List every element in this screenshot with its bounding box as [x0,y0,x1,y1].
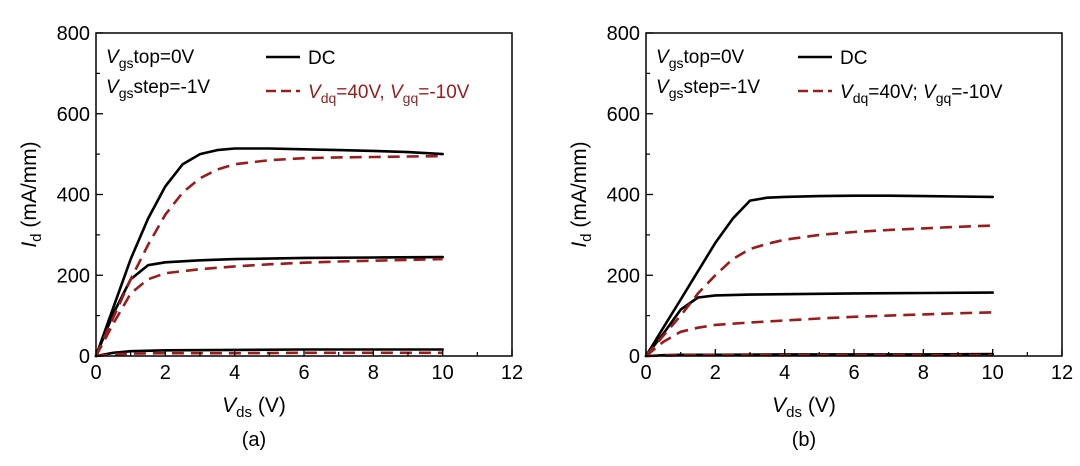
text-run: (mA/mm) [568,141,591,233]
subscript: gs [119,55,134,71]
x-tick-label: 4 [779,362,790,384]
text-run: =40V; [868,82,923,103]
x-tick-label: 6 [848,362,859,384]
x-tick-label: 10 [432,362,454,384]
y-tick-label: 800 [57,23,90,45]
x-tick-label: 2 [710,362,721,384]
subscript: gs [669,85,684,101]
legend-label-pulsed: Vdq=40V; Vgq=-10V [840,82,1003,106]
x-tick-label: 10 [982,362,1004,384]
subscript: dq [321,90,337,106]
text-run: step=-1V [133,77,210,98]
text-run: V [308,82,323,103]
series-line-dc-2 [94,348,444,358]
y-tick-label: 400 [607,185,640,207]
x-tick-label: 8 [918,362,929,384]
text-run: V [106,77,121,98]
text-run: DC [308,48,335,69]
y-tick-label: 200 [57,265,90,287]
annotation-text: Vgstop=0V [106,47,195,71]
subscript: gq [403,90,419,106]
series-line-pulsed-4 [94,257,443,357]
text-run: I [568,242,591,248]
x-tick-label: 6 [298,362,309,384]
x-axis-label: Vds (V) [772,394,836,421]
series-line-pulsed-4 [645,311,993,358]
text-run: V [772,394,788,417]
text-run: =-10V [951,82,1003,103]
y-axis-label: Id (mA/mm) [568,141,595,247]
text-run: top=0V [133,47,194,68]
legend-label-dc: DC [308,48,335,69]
x-tick-label: 4 [229,362,240,384]
text-run: step=-1V [683,77,760,98]
series-line-pulsed-3 [645,224,993,357]
annotation-text: Vgsstep=-1V [106,77,210,101]
x-tick-label: 2 [160,362,171,384]
y-tick-label: 0 [629,346,640,368]
annotation-text: Vgstop=0V [656,47,745,71]
x-tick-label: 12 [501,362,523,384]
legend-label-dc: DC [840,48,867,69]
text-run: =-10V [418,82,470,103]
panel-caption: (a) [242,429,266,451]
text-run: (V) [252,394,286,417]
text-run: =40V, [336,82,390,103]
subscript: d [28,233,45,241]
subscript: d [578,233,595,241]
series-line-dc-0 [94,147,444,358]
text-run: (mA/mm) [18,141,41,233]
y-tick-label: 400 [57,185,90,207]
subscript: gs [119,85,134,101]
chart-panel-b: 0 2 4 6 8 10 12 0 200 400 600 800 Vds (V) Id (mA/mm) V… [568,23,1073,451]
text-run: V [656,47,671,68]
text-run: V [656,77,671,98]
text-run: DC [840,48,867,69]
subscript: ds [786,404,802,421]
text-run: V [840,82,855,103]
subscript: ds [236,404,252,421]
annotation-text: Vgsstep=-1V [656,77,760,101]
subscript: dq [853,90,869,106]
x-tick-label: 0 [640,362,651,384]
y-tick-label: 200 [607,265,640,287]
y-tick-label: 0 [79,346,90,368]
y-tick-label: 600 [57,104,90,126]
text-run: V [222,394,238,417]
chart-panel-a: 0 2 4 6 8 10 12 0 200 400 600 800 Vds (V) Id (mA/mm) V… [18,23,523,451]
y-axis-label: Id (mA/mm) [18,141,45,247]
text-run: I [18,242,41,248]
y-tick-label: 600 [607,104,640,126]
subscript: gs [669,55,684,71]
series-line-dc-0 [644,194,994,358]
x-tick-label: 0 [90,362,101,384]
text-run: V [923,82,938,103]
series-line-dc-1 [644,291,994,358]
series-line-dc-1 [94,255,444,358]
text-run: V [390,82,405,103]
series-line-pulsed-3 [94,154,443,357]
x-axis-label: Vds (V) [222,394,286,421]
panel-caption: (b) [792,429,816,451]
x-tick-label: 8 [368,362,379,384]
text-run: top=0V [683,47,744,68]
x-tick-label: 12 [1051,362,1073,384]
subscript: gq [936,90,952,106]
text-run: (V) [802,394,836,417]
y-tick-label: 800 [607,23,640,45]
text-run: V [106,47,121,68]
legend-label-pulsed: Vdq=40V, Vgq=-10V [308,82,470,106]
